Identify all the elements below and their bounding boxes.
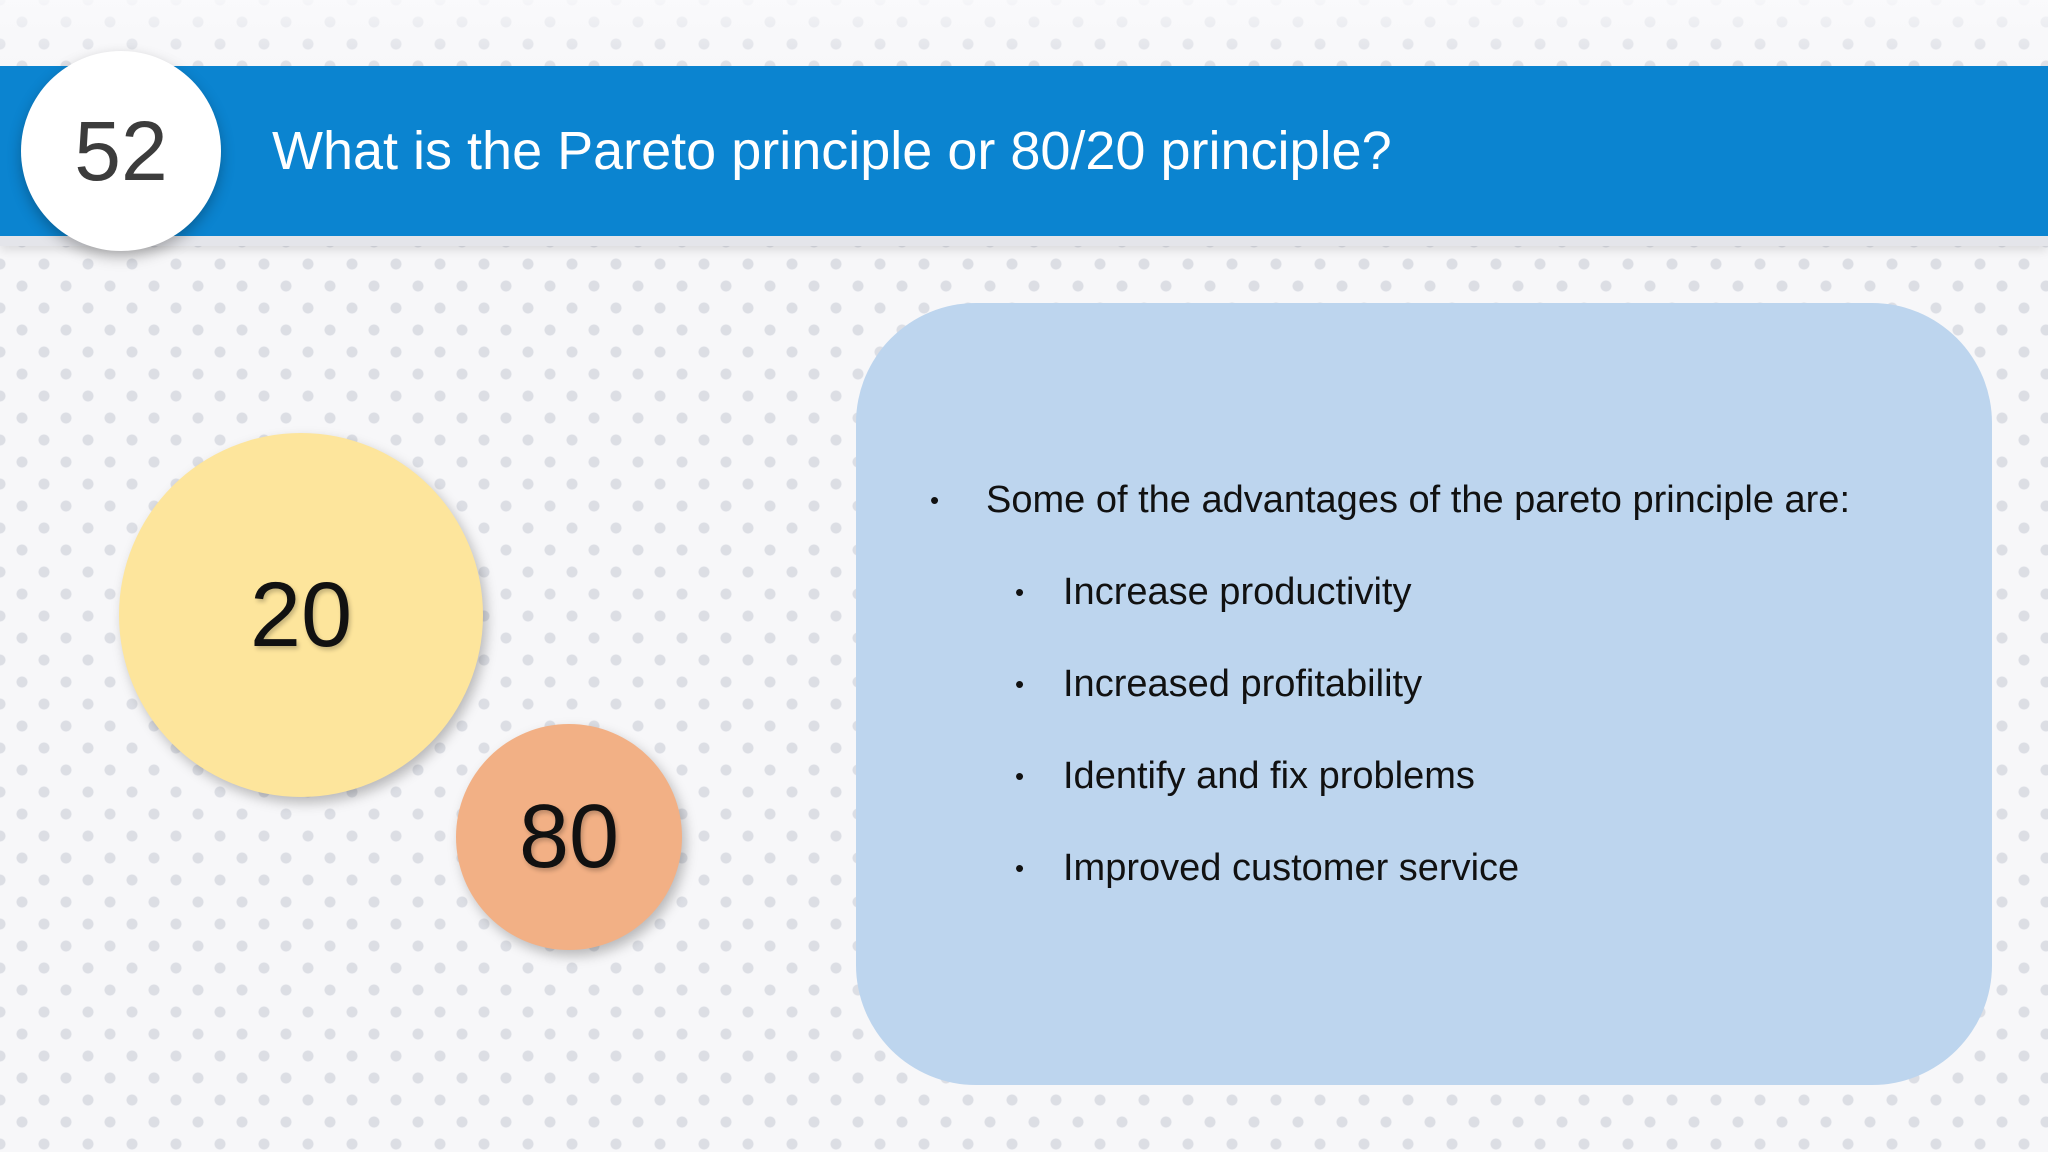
slide-title: What is the Pareto principle or 80/20 pr… <box>272 121 1392 181</box>
advantages-panel <box>856 303 1992 1085</box>
intro-text: Some of the advantages of the pareto pri… <box>986 479 1850 521</box>
advantage-text: Increased profitability <box>1063 663 1423 705</box>
advantage-text: Increase productivity <box>1063 571 1412 613</box>
bubble-80-label: 80 <box>518 786 620 887</box>
bubble-20-label: 20 <box>249 563 353 666</box>
advantage-text: Identify and fix problems <box>1063 755 1475 797</box>
bullet-dot-icon: • <box>930 485 940 515</box>
bubble-80-percent: 80 <box>456 724 682 950</box>
slide-number: 52 <box>74 103 168 198</box>
bullet-dot-icon: • <box>1015 853 1025 883</box>
slide-number-badge: 52 <box>21 51 221 251</box>
background-fade <box>0 0 2048 70</box>
advantage-text: Improved customer service <box>1063 847 1520 889</box>
bullet-dot-icon: • <box>1015 761 1025 791</box>
bullet-dot-icon: • <box>1015 577 1025 607</box>
header-bar <box>0 66 2048 236</box>
bullet-dot-icon: • <box>1015 669 1025 699</box>
bubble-20-percent: 20 <box>119 433 483 797</box>
